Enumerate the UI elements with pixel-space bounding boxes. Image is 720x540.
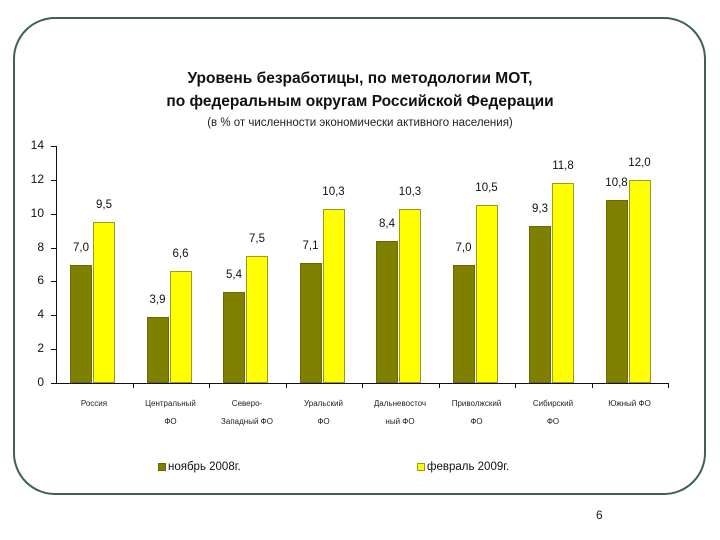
x-tick: [515, 383, 516, 388]
value-label: 7,1: [302, 239, 319, 252]
category-label: Уральский ФО: [286, 395, 362, 431]
category-label-line: ФО: [470, 417, 483, 426]
bar-nov-2008: [146, 316, 169, 383]
category-label: Дальневосточ ный ФО: [362, 395, 438, 431]
legend-label: ноябрь 2008г.: [168, 461, 241, 473]
y-tick-label: 4: [37, 307, 44, 322]
x-tick: [285, 383, 287, 388]
category-label-line: Уральский: [304, 399, 343, 408]
bar-feb-2009: [322, 208, 345, 383]
value-label: 7,5: [249, 233, 265, 246]
bar-feb-2009: [628, 179, 651, 383]
value-label: 11,8: [552, 160, 574, 173]
category-label-line: Дальневосточ: [373, 399, 427, 408]
slide-frame: [13, 17, 706, 495]
value-label: 9,5: [96, 199, 112, 212]
value-label: 10,8: [605, 177, 628, 190]
category-label: Южный ФО: [592, 395, 668, 431]
category-label-line: ФО: [164, 417, 177, 426]
category-label-line: Сибирский: [532, 399, 574, 408]
category-label-line: Приволжский: [451, 399, 502, 408]
y-tick: [51, 179, 56, 181]
y-tick-label: 10: [30, 205, 44, 220]
bar-nov-2008: [299, 262, 322, 383]
chart-title-line2: по федеральным округам Российской Федера…: [166, 93, 554, 110]
bar-nov-2008: [70, 264, 92, 383]
value-label: 6,6: [172, 248, 189, 261]
y-tick-label: 6: [37, 273, 44, 288]
legend-item-feb-2009: февраль 2009г.: [417, 461, 509, 473]
value-label: 8,4: [379, 217, 395, 230]
value-label: 3,9: [149, 293, 166, 306]
bar-nov-2008: [452, 264, 475, 383]
bar-feb-2009: [93, 222, 115, 383]
bar-feb-2009: [552, 183, 574, 383]
y-tick: [51, 213, 56, 215]
category-label-line: Южный ФО: [608, 399, 651, 408]
value-label: 10,3: [322, 185, 345, 198]
chart-title-line1: Уровень безработицы, по методологии МОТ,: [187, 70, 533, 87]
y-tick: [51, 349, 56, 351]
category-label-line: Западный ФО: [221, 417, 273, 426]
y-tick: [51, 315, 56, 317]
x-tick: [668, 383, 669, 388]
value-label: 5,4: [226, 268, 242, 281]
bar-feb-2009: [399, 208, 421, 383]
bar-feb-2009: [475, 205, 498, 383]
bar-nov-2008: [376, 240, 398, 383]
category-label-line: ФО: [317, 417, 330, 426]
bar-nov-2008: [529, 225, 551, 383]
category-label-line: ный ФО: [385, 417, 415, 426]
value-label: 10,3: [398, 185, 422, 198]
y-tick-label: 0: [37, 375, 44, 389]
y-tick-label: 8: [37, 239, 44, 254]
bar-nov-2008: [605, 200, 628, 383]
y-tick: [51, 247, 56, 249]
bar-feb-2009: [246, 256, 268, 383]
category-label-line: [592, 413, 668, 431]
category-label-line: Россия: [80, 399, 108, 408]
y-tick: [51, 281, 56, 283]
legend-item-nov-2008: ноябрь 2008г.: [158, 461, 241, 473]
legend-swatch-yellow: [417, 463, 425, 471]
y-axis: [56, 146, 57, 384]
category-label-line: Центральный: [145, 399, 196, 408]
x-tick: [591, 383, 593, 388]
category-label-line: Северо-: [231, 399, 263, 408]
value-label: 12,0: [628, 156, 651, 169]
value-label: 7,0: [455, 241, 472, 254]
value-label: 10,5: [475, 182, 498, 195]
bar-feb-2009: [169, 271, 192, 383]
category-label: Сибирский ФО: [515, 395, 591, 431]
x-tick: [362, 383, 363, 388]
page-number: 6: [596, 508, 603, 522]
x-tick: [132, 383, 134, 388]
value-label: 7,0: [73, 241, 89, 254]
category-label: Приволжский ФО: [439, 395, 515, 431]
category-label: Россия: [56, 395, 132, 431]
legend-label: февраль 2009г.: [427, 461, 510, 473]
category-label: Центральный ФО: [133, 395, 209, 431]
category-label-line: ФО: [546, 417, 560, 426]
y-tick-label: 2: [37, 341, 44, 356]
value-label: 9,3: [532, 202, 548, 215]
chart-subtitle: (в % от численности экономически активно…: [207, 117, 513, 129]
x-tick: [438, 383, 440, 388]
y-tick-label: 12: [30, 171, 44, 186]
category-label: Северо- Западный ФО: [209, 395, 285, 431]
bar-nov-2008: [223, 291, 245, 383]
y-tick: [51, 383, 56, 384]
legend-swatch-olive: [158, 463, 166, 471]
y-tick: [51, 146, 56, 147]
y-tick-label: 14: [30, 138, 44, 152]
x-tick: [209, 383, 210, 388]
category-label-line: [56, 413, 132, 431]
